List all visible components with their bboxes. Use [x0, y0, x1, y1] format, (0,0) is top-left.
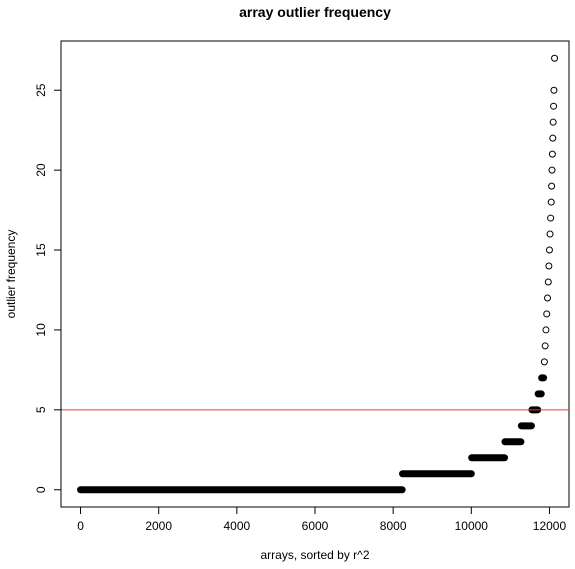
data-point: [549, 134, 557, 142]
plot-frame: [60, 40, 570, 508]
y-tick-label: 0: [34, 486, 48, 493]
x-tick-label: 0: [77, 519, 84, 533]
y-tick-label: 15: [34, 243, 48, 257]
y-tick-label: 25: [34, 83, 48, 97]
data-point: [540, 358, 548, 366]
data-points: [77, 54, 559, 494]
x-tick-label: 10000: [455, 519, 489, 533]
chart-title: array outlier frequency: [239, 4, 391, 20]
data-point: [547, 198, 555, 206]
x-tick-label: 6000: [302, 519, 329, 533]
y-axis-label: outlier frequency: [4, 230, 18, 319]
data-point: [551, 54, 559, 62]
data-point: [545, 262, 553, 270]
data-point: [542, 326, 550, 334]
x-axis-label: arrays, sorted by r^2: [260, 548, 369, 562]
y-tick-label: 5: [34, 406, 48, 413]
data-point: [543, 310, 551, 318]
x-tick-label: 2000: [145, 519, 172, 533]
data-point: [550, 86, 558, 94]
data-point: [544, 278, 552, 286]
x-tick-label: 4000: [223, 519, 250, 533]
y-tick-label: 20: [34, 163, 48, 177]
data-point: [548, 182, 556, 190]
data-point: [546, 230, 554, 238]
data-point: [547, 214, 555, 222]
x-tick-label: 12000: [533, 519, 567, 533]
data-point: [541, 342, 549, 350]
y-axis: 0 5 10 15 20 25: [34, 83, 62, 493]
data-point: [545, 246, 553, 254]
data-point: [548, 166, 556, 174]
x-tick-label: 8000: [380, 519, 407, 533]
data-point: [548, 150, 556, 158]
y-tick-label: 10: [34, 323, 48, 337]
data-point: [550, 102, 558, 110]
data-point: [549, 118, 557, 126]
x-axis: 0 2000 4000 6000 8000 10000 12000: [77, 506, 567, 533]
data-point: [544, 294, 552, 302]
